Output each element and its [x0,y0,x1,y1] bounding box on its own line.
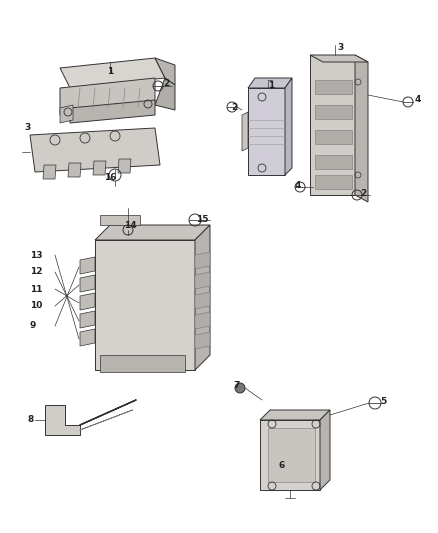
Polygon shape [155,58,175,85]
Polygon shape [248,88,285,175]
Polygon shape [310,55,368,62]
Polygon shape [260,420,320,490]
Polygon shape [95,240,195,370]
Polygon shape [355,55,368,202]
Polygon shape [80,257,95,274]
Polygon shape [268,428,315,482]
Text: 2: 2 [360,189,366,198]
Polygon shape [80,275,95,292]
Text: 9: 9 [30,321,36,330]
Text: 3: 3 [337,44,343,52]
Circle shape [235,383,245,393]
Polygon shape [195,252,210,269]
Text: 15: 15 [196,215,208,224]
Polygon shape [195,292,210,309]
Polygon shape [248,78,292,88]
Text: 1: 1 [268,80,274,90]
Polygon shape [315,80,352,94]
Text: 7: 7 [233,382,240,391]
Text: 10: 10 [30,302,42,311]
Polygon shape [43,165,56,179]
Text: 16: 16 [104,174,116,182]
Polygon shape [195,272,210,289]
Polygon shape [60,78,155,115]
Polygon shape [60,105,73,123]
Polygon shape [70,100,155,123]
Polygon shape [195,312,210,329]
Polygon shape [45,405,80,435]
Text: 12: 12 [30,268,42,277]
Polygon shape [118,159,131,173]
Text: 1: 1 [107,68,113,77]
Polygon shape [260,410,330,420]
Polygon shape [80,329,95,346]
Text: 2: 2 [231,102,237,111]
Polygon shape [60,58,165,88]
Text: 14: 14 [124,221,136,230]
Polygon shape [95,225,210,240]
Polygon shape [242,112,248,151]
Polygon shape [68,163,81,177]
Polygon shape [155,78,175,110]
Polygon shape [285,78,292,175]
Text: 4: 4 [415,95,421,104]
Polygon shape [320,410,330,490]
Polygon shape [195,225,210,370]
Polygon shape [315,155,352,169]
Polygon shape [195,332,210,349]
Polygon shape [80,311,95,328]
Text: 11: 11 [30,285,42,294]
Text: 5: 5 [380,398,386,407]
Polygon shape [100,355,185,372]
Polygon shape [80,293,95,310]
Text: 6: 6 [279,462,285,471]
Polygon shape [93,161,106,175]
Polygon shape [315,105,352,119]
Polygon shape [315,175,352,189]
Text: 4: 4 [295,181,301,190]
Text: 3: 3 [24,124,30,133]
Text: 2: 2 [163,79,169,88]
Text: 13: 13 [30,251,42,260]
Polygon shape [30,128,160,172]
Text: 8: 8 [28,416,34,424]
Polygon shape [315,130,352,144]
Polygon shape [100,215,140,225]
Polygon shape [310,55,355,195]
